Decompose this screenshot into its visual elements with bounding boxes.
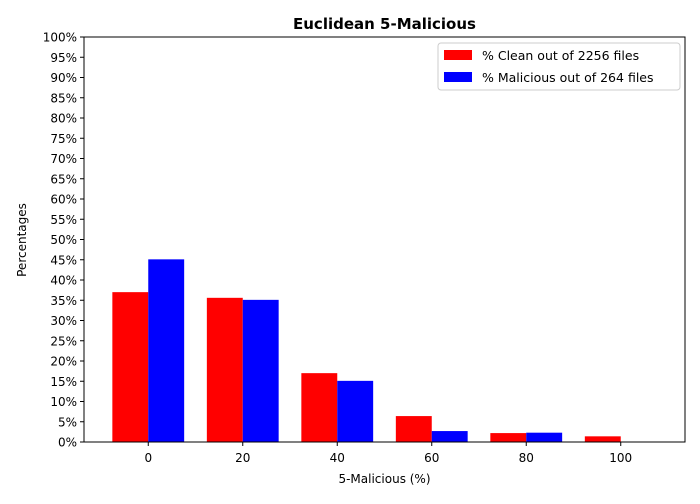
y-tick-label: 70% (50, 152, 77, 166)
y-axis-title: Percentages (15, 203, 29, 277)
x-tick-label: 80 (519, 451, 534, 465)
y-tick-label: 15% (50, 375, 77, 389)
y-tick-label: 75% (50, 132, 77, 146)
y-tick-label: 80% (50, 112, 77, 126)
y-tick-label: 60% (50, 193, 77, 207)
chart-title: Euclidean 5-Malicious (293, 15, 476, 33)
x-tick-label: 0 (144, 451, 152, 465)
y-tick-label: 50% (50, 233, 77, 247)
bars-layer (112, 259, 621, 442)
bar-clean-60 (395, 416, 432, 442)
legend-swatch-clean (444, 50, 472, 60)
y-tick-label: 5% (58, 415, 77, 429)
y-tick-label: 40% (50, 274, 77, 288)
y-tick-label: 90% (50, 71, 77, 85)
bar-clean-100 (584, 436, 621, 442)
bar-clean-80 (490, 433, 527, 442)
y-tick-label: 0% (58, 436, 77, 450)
axes-layer: 0% 5% 10% 15% 20% 25% 30% 35% 40% 45% 50% 55% 60% 65%… (43, 31, 686, 465)
y-tick-label: 10% (50, 395, 77, 409)
legend-label-malicious: % Malicious out of 264 files (482, 70, 654, 85)
bar-malicious-0 (148, 259, 185, 442)
bar-malicious-20 (242, 299, 279, 442)
y-tick-label: 35% (50, 294, 77, 308)
legend-swatch-malicious (444, 72, 472, 82)
bar-malicious-80 (526, 432, 563, 442)
bar-clean-20 (206, 297, 243, 442)
y-tick-label: 20% (50, 355, 77, 369)
y-tick-label: 55% (50, 213, 77, 227)
bar-clean-40 (301, 373, 338, 442)
y-tick-label: 100% (43, 31, 77, 45)
x-tick-label: 60 (424, 451, 439, 465)
y-tick-label: 45% (50, 253, 77, 267)
x-tick-label: 20 (235, 451, 250, 465)
y-tick-label: 25% (50, 334, 77, 348)
legend-label-clean: % Clean out of 2256 files (482, 48, 639, 63)
y-tick-label: 95% (50, 51, 77, 65)
bar-malicious-40 (337, 380, 374, 442)
x-axis-title: 5-Malicious (%) (338, 472, 430, 486)
bar-clean-0 (112, 292, 149, 442)
bar-malicious-60 (431, 431, 468, 442)
y-tick-label: 65% (50, 172, 77, 186)
x-tick-label: 100 (609, 451, 632, 465)
x-tick-label: 40 (330, 451, 345, 465)
legend-frame (437, 42, 681, 91)
y-tick-label: 85% (50, 91, 77, 105)
legend: % Clean out of 2256 files % Malicious ou… (437, 42, 681, 91)
y-tick-label: 30% (50, 314, 77, 328)
